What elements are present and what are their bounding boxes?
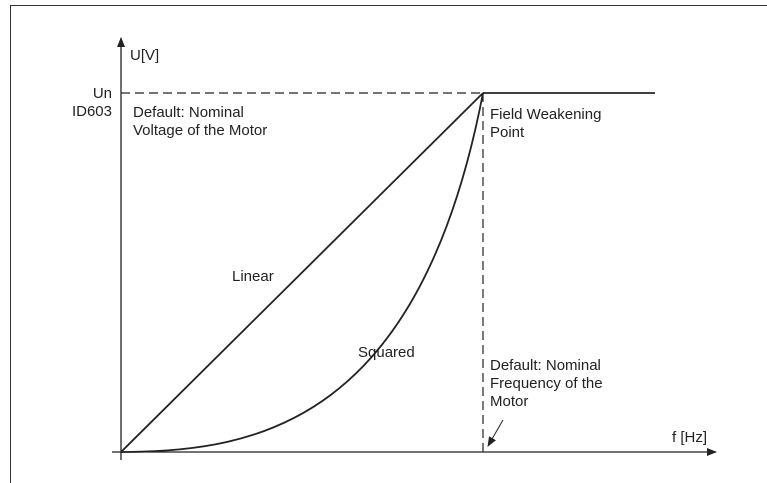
parameter-label: ID603 bbox=[72, 103, 112, 120]
pointer-arrow bbox=[487, 419, 504, 447]
voltage-note: Default: Nominal bbox=[133, 104, 244, 121]
frequency-note: Motor bbox=[490, 393, 528, 410]
y-axis-label: U[V] bbox=[130, 47, 159, 64]
fwp-note: Field Weakening bbox=[490, 106, 601, 123]
un-label: Un bbox=[93, 85, 112, 102]
linear-curve bbox=[120, 92, 484, 453]
linear-label: Linear bbox=[232, 268, 274, 285]
squared-label: Squared bbox=[358, 344, 415, 361]
x-axis-label: f [Hz] bbox=[672, 429, 707, 446]
fwp-note: Point bbox=[490, 124, 525, 141]
squared-curve bbox=[120, 92, 484, 453]
voltage-note: Voltage of the Motor bbox=[133, 122, 267, 139]
frequency-note: Default: Nominal bbox=[490, 357, 601, 374]
frequency-note: Frequency of the bbox=[490, 375, 603, 392]
